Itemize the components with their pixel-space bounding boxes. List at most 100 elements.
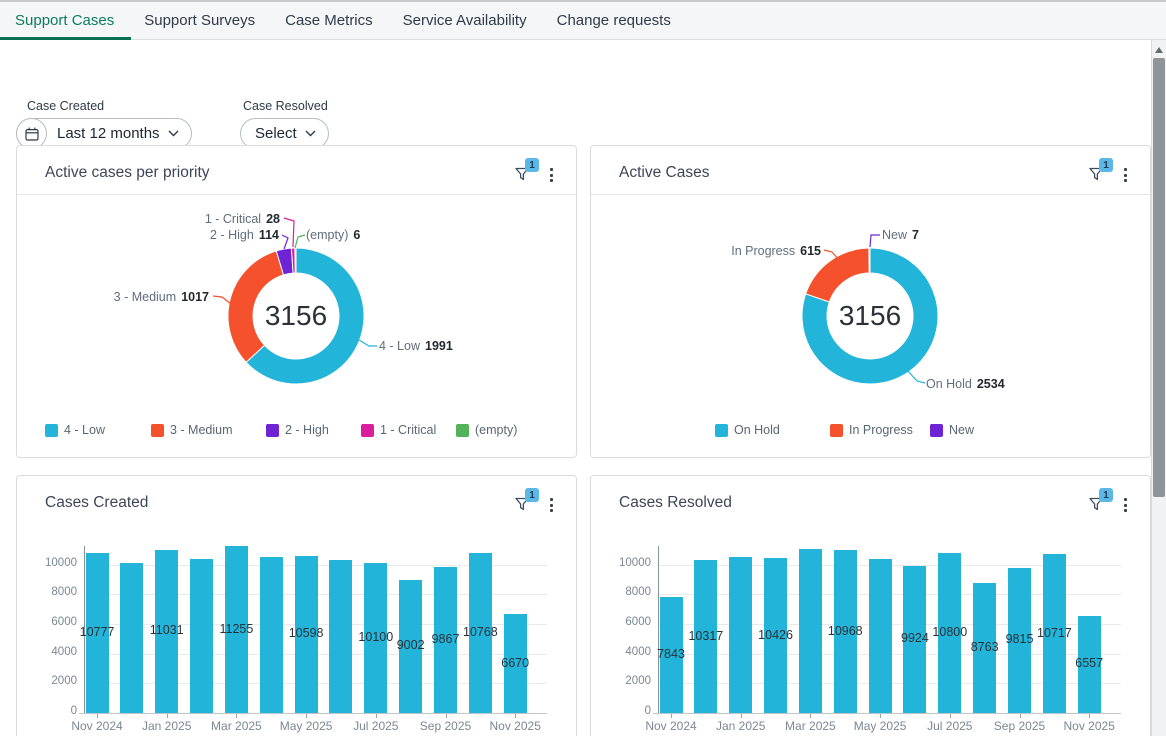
vertical-scrollbar[interactable]	[1151, 40, 1166, 736]
x-axis-line	[79, 713, 547, 714]
divider	[17, 194, 576, 195]
chevron-down-icon	[168, 130, 179, 137]
legend-item-critical[interactable]: 1 - Critical	[361, 423, 436, 437]
dashboard-page: Support Cases Support Surveys Case Metri…	[0, 0, 1166, 736]
legend-item-low[interactable]: 4 - Low	[45, 423, 105, 437]
filter-count-badge: 1	[525, 158, 539, 172]
bar[interactable]	[260, 557, 283, 713]
y-axis-label: 8000	[601, 586, 651, 598]
tab-bar: Support Cases Support Surveys Case Metri…	[0, 0, 1166, 40]
legend-swatch	[45, 424, 58, 437]
x-axis-label: Jul 2025	[927, 719, 972, 733]
bar[interactable]	[869, 559, 892, 713]
x-axis-label: Mar 2025	[211, 719, 262, 733]
leader-line	[284, 218, 294, 247]
x-axis-tick	[741, 714, 742, 718]
bar-value-label: 10317	[688, 629, 723, 643]
filter-icon[interactable]: 1	[514, 166, 530, 188]
bar-value-label: 10426	[758, 628, 793, 642]
donut-segment[interactable]	[295, 248, 296, 273]
legend-item-empty[interactable]: (empty)	[456, 423, 517, 437]
donut-segment[interactable]	[869, 248, 870, 273]
x-axis-tick	[97, 714, 98, 718]
legend-item-medium[interactable]: 3 - Medium	[151, 423, 233, 437]
callout-empty: (empty)6	[306, 228, 360, 242]
x-axis-tick	[1089, 714, 1090, 718]
y-axis-label: 0	[27, 705, 77, 717]
callout-medium: 3 - Medium1017	[114, 290, 209, 304]
x-axis-label: Jan 2025	[142, 719, 191, 733]
bar[interactable]	[120, 563, 143, 713]
tab-support-cases[interactable]: Support Cases	[0, 2, 129, 40]
bar[interactable]	[729, 557, 752, 713]
kebab-menu-icon[interactable]	[547, 168, 556, 182]
x-axis-label: Sep 2025	[994, 719, 1045, 733]
bar-value-label: 10717	[1037, 626, 1072, 640]
x-axis-label: Jul 2025	[353, 719, 398, 733]
y-axis-label: 10000	[601, 557, 651, 569]
case-resolved-label: Case Resolved	[243, 99, 328, 113]
leader-line	[907, 370, 925, 383]
filter-icon[interactable]: 1	[1088, 166, 1104, 188]
legend-item-high[interactable]: 2 - High	[266, 423, 329, 437]
scroll-up-arrow-icon[interactable]	[1155, 47, 1163, 53]
y-axis-label: 6000	[27, 616, 77, 628]
bar[interactable]	[799, 549, 822, 713]
bar-value-label: 10777	[80, 625, 115, 639]
x-axis-label: Nov 2025	[490, 719, 541, 733]
bar-chart: 020004000600080001000010777Nov 202411031…	[17, 476, 576, 736]
case-created-label: Case Created	[27, 99, 104, 113]
leader-line	[213, 296, 231, 304]
chevron-down-icon	[305, 130, 316, 137]
legend-swatch	[830, 424, 843, 437]
divider	[591, 194, 1150, 195]
y-axis-label: 4000	[601, 646, 651, 658]
legend-item-in-progress[interactable]: In Progress	[830, 423, 913, 437]
legend-item-new[interactable]: New	[930, 423, 974, 437]
x-axis-tick	[167, 714, 168, 718]
kebab-menu-icon[interactable]	[1121, 168, 1130, 182]
scrollbar-thumb[interactable]	[1153, 58, 1165, 497]
tab-change-requests[interactable]: Change requests	[542, 2, 686, 40]
tab-service-availability[interactable]: Service Availability	[388, 2, 542, 40]
tab-case-metrics[interactable]: Case Metrics	[270, 2, 388, 40]
callout-high: 2 - High114	[210, 228, 279, 242]
bar-value-label: 9924	[901, 631, 929, 645]
x-axis-tick	[446, 714, 447, 718]
x-axis-label: Nov 2024	[71, 719, 122, 733]
x-axis-label: Mar 2025	[785, 719, 836, 733]
panel-cases-resolved: Cases Resolved 1 02000400060008000100007…	[590, 475, 1151, 736]
bar[interactable]	[329, 560, 352, 713]
x-axis-label: May 2025	[280, 719, 333, 733]
tab-support-surveys[interactable]: Support Surveys	[129, 2, 270, 40]
panel-cases-created: Cases Created 1 020004000600080001000010…	[16, 475, 577, 736]
panel-active-cases: Active Cases 1 3156 New7 In Progress615 …	[590, 145, 1151, 458]
x-axis-tick	[515, 714, 516, 718]
x-axis-label: Sep 2025	[420, 719, 471, 733]
x-axis-tick	[810, 714, 811, 718]
donut-total: 3156	[265, 300, 327, 332]
bar-value-label: 9815	[1006, 632, 1034, 646]
callout-in-progress: In Progress615	[731, 244, 821, 258]
legend-item-on-hold[interactable]: On Hold	[715, 423, 780, 437]
x-axis-label: May 2025	[854, 719, 907, 733]
callout-low: 4 - Low1991	[379, 339, 453, 353]
bar-value-label: 10800	[932, 625, 967, 639]
legend-swatch	[266, 424, 279, 437]
bar-value-label: 9002	[397, 638, 425, 652]
bar-value-label: 10968	[828, 624, 863, 638]
bar-value-label: 10768	[463, 625, 498, 639]
x-axis-label: Nov 2025	[1064, 719, 1115, 733]
leader-line	[282, 235, 288, 249]
donut-chart	[591, 146, 1152, 408]
bar-value-label: 10100	[358, 630, 393, 644]
panel-title: Active cases per priority	[45, 164, 210, 182]
filters-row: Case Created Last 12 months Case Resolve…	[0, 40, 1166, 145]
x-axis-label: Nov 2024	[645, 719, 696, 733]
panel-title: Active Cases	[619, 164, 709, 182]
legend-swatch	[930, 424, 943, 437]
bar[interactable]	[190, 559, 213, 713]
y-axis-label: 6000	[601, 616, 651, 628]
y-axis-label: 8000	[27, 586, 77, 598]
x-axis-tick	[950, 714, 951, 718]
